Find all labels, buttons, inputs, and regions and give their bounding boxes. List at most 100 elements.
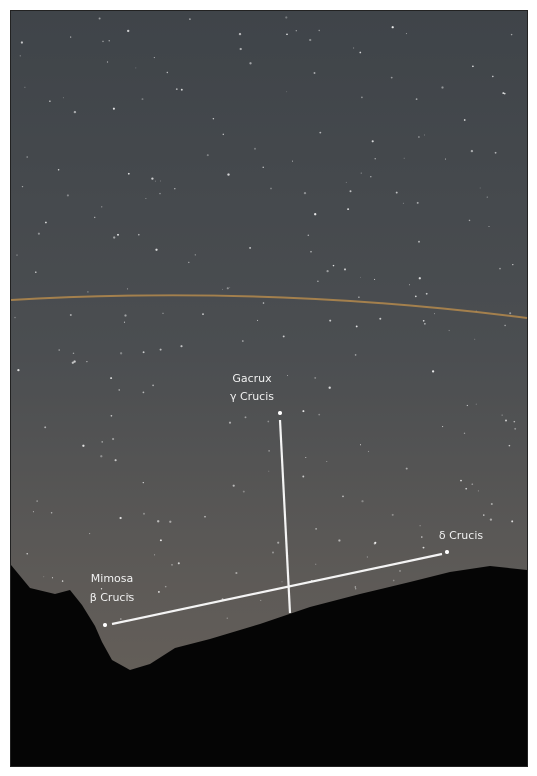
background-star xyxy=(43,576,44,577)
background-star xyxy=(504,325,505,326)
background-star xyxy=(353,47,354,48)
background-star xyxy=(21,41,23,43)
background-star xyxy=(45,222,47,224)
background-star xyxy=(406,33,407,34)
background-star xyxy=(445,159,446,160)
background-star xyxy=(361,97,363,99)
background-star xyxy=(74,111,76,113)
background-star xyxy=(393,580,395,582)
background-star xyxy=(360,277,361,278)
background-star xyxy=(160,181,161,182)
star-designation: γ Crucis xyxy=(230,390,274,403)
background-star xyxy=(490,518,492,520)
background-star xyxy=(117,234,119,236)
background-star xyxy=(152,385,154,387)
background-star xyxy=(158,591,160,593)
background-star xyxy=(302,410,304,412)
background-star xyxy=(243,491,245,493)
background-star xyxy=(99,18,101,20)
background-star xyxy=(399,570,400,571)
background-star xyxy=(240,48,242,50)
background-star xyxy=(120,618,122,620)
background-star xyxy=(492,76,494,78)
background-star xyxy=(101,588,102,589)
background-star xyxy=(472,65,474,67)
background-star xyxy=(37,501,38,502)
background-star xyxy=(355,586,356,587)
background-star xyxy=(112,438,114,440)
background-star xyxy=(426,293,428,295)
background-star xyxy=(155,249,157,251)
background-star xyxy=(342,496,344,498)
background-star xyxy=(142,98,144,100)
background-star xyxy=(304,192,306,194)
background-star xyxy=(169,521,171,523)
background-star xyxy=(424,323,425,324)
background-star xyxy=(101,206,102,207)
background-star xyxy=(460,480,462,482)
background-star xyxy=(441,86,443,88)
background-star xyxy=(478,490,479,491)
background-star xyxy=(409,284,410,285)
background-star xyxy=(127,30,129,32)
background-star xyxy=(58,349,60,351)
background-star xyxy=(102,41,104,43)
background-star xyxy=(82,445,84,447)
background-star xyxy=(442,426,443,427)
background-star xyxy=(314,213,316,215)
background-star xyxy=(87,291,89,293)
background-star xyxy=(315,528,317,530)
background-star xyxy=(26,553,27,554)
background-star xyxy=(70,314,72,316)
background-star xyxy=(358,297,359,298)
background-star xyxy=(283,335,285,337)
background-star xyxy=(143,351,145,353)
background-star xyxy=(110,377,112,379)
page: Gacrux γ Crucis δ Crucis Mimosa β Crucis… xyxy=(0,0,537,776)
background-star xyxy=(111,415,113,417)
background-star xyxy=(128,173,130,175)
background-star xyxy=(356,325,358,327)
background-star xyxy=(109,40,110,41)
background-star xyxy=(277,542,279,544)
background-star xyxy=(35,271,36,272)
background-star xyxy=(154,57,155,58)
background-star xyxy=(487,196,488,197)
background-star xyxy=(26,156,28,158)
background-star xyxy=(392,514,394,516)
background-star xyxy=(63,97,64,98)
background-star xyxy=(415,296,417,298)
background-star xyxy=(434,313,435,314)
background-star xyxy=(138,234,140,236)
background-star xyxy=(372,140,374,142)
background-star xyxy=(514,421,516,423)
background-star xyxy=(157,520,159,522)
background-star xyxy=(499,268,501,270)
background-star xyxy=(287,375,288,376)
background-star xyxy=(315,564,316,565)
background-star xyxy=(319,30,320,31)
background-star xyxy=(176,88,178,90)
background-star xyxy=(204,516,206,518)
background-star xyxy=(502,415,503,416)
background-star xyxy=(235,572,237,574)
background-star xyxy=(86,361,87,362)
background-star xyxy=(127,288,128,289)
background-star xyxy=(418,136,420,138)
background-star xyxy=(181,89,183,91)
background-star xyxy=(58,169,60,171)
background-star xyxy=(89,533,90,534)
background-star xyxy=(483,514,484,515)
background-star xyxy=(281,581,282,582)
star-name: Gacrux xyxy=(232,372,272,385)
background-star xyxy=(22,186,23,187)
background-star xyxy=(511,34,512,35)
background-star xyxy=(16,254,17,255)
background-star xyxy=(239,33,241,35)
background-star xyxy=(223,134,224,135)
background-star xyxy=(286,33,288,35)
background-star xyxy=(379,318,381,320)
background-star xyxy=(416,98,418,100)
background-star xyxy=(329,320,331,322)
background-star xyxy=(319,132,321,134)
